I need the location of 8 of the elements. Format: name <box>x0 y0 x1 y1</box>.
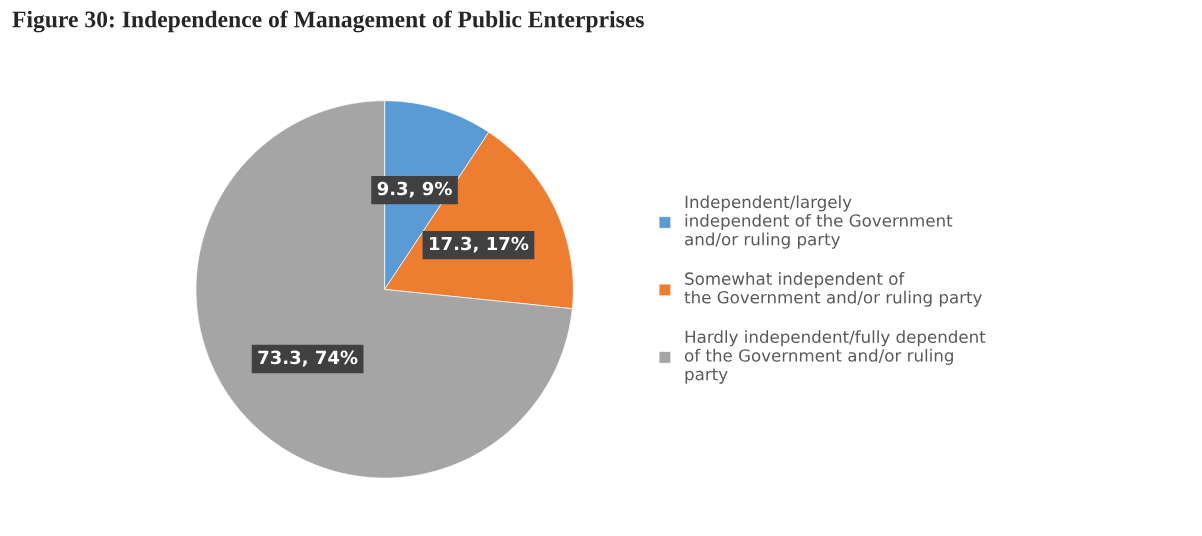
data-label: 73.3, 74% <box>258 350 358 367</box>
data-label: 9.3, 9% <box>377 181 452 198</box>
legend-label: Hardly independent/fully dependent of the Government and/or ruling party <box>684 330 986 384</box>
legend-label: Independent/largely independent of the Government and/or ruling party <box>685 195 953 249</box>
data-label: 17.3, 17% <box>430 236 529 253</box>
legend-label: Somewhat independent of the Government and/or ruling party <box>684 272 982 307</box>
chart-title: Figure 30: Independence of Management of Public Enterprises <box>12 10 644 33</box>
pie-slice <box>195 100 573 479</box>
